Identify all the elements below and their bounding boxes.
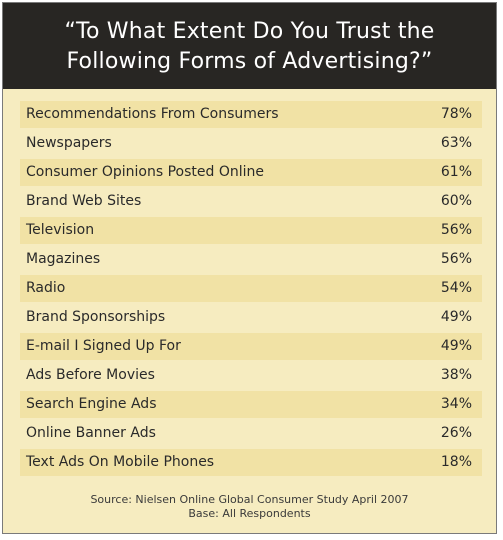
row-label: Brand Web Sites xyxy=(26,193,142,209)
row-value: 63% xyxy=(440,135,472,151)
title-line-1: “To What Extent Do You Trust the xyxy=(64,19,435,44)
row-value: 54% xyxy=(440,280,472,296)
table-row: Ads Before Movies 38% xyxy=(20,362,482,391)
table-row: Brand Sponsorships 49% xyxy=(20,304,482,333)
chart-panel: “To What Extent Do You Trust the Followi… xyxy=(2,2,497,534)
row-label: Search Engine Ads xyxy=(26,396,157,412)
table-row: Consumer Opinions Posted Online 61% xyxy=(20,159,482,188)
base-note: Base: All Respondents xyxy=(188,507,311,520)
row-value: 61% xyxy=(440,164,472,180)
footer: Source: Nielsen Online Global Consumer S… xyxy=(3,493,496,521)
row-value: 56% xyxy=(440,251,472,267)
table-row: E-mail I Signed Up For 49% xyxy=(20,333,482,362)
row-label: E-mail I Signed Up For xyxy=(26,338,181,354)
row-value: 38% xyxy=(440,367,472,383)
title-header: “To What Extent Do You Trust the Followi… xyxy=(3,3,496,89)
row-label: Magazines xyxy=(26,251,101,267)
row-value: 34% xyxy=(440,396,472,412)
row-value: 26% xyxy=(440,425,472,441)
table-row: Online Banner Ads 26% xyxy=(20,420,482,449)
title-line-2: Following Forms of Advertising?” xyxy=(66,49,433,74)
row-value: 78% xyxy=(440,106,472,122)
row-value: 60% xyxy=(440,193,472,209)
row-label: Text Ads On Mobile Phones xyxy=(26,454,215,470)
table-row: Magazines 56% xyxy=(20,246,482,275)
source-note: Source: Nielsen Online Global Consumer S… xyxy=(90,493,409,506)
row-label: Television xyxy=(26,222,95,238)
row-label: Radio xyxy=(26,280,66,296)
row-label: Newspapers xyxy=(26,135,112,151)
row-value: 49% xyxy=(440,309,472,325)
table-row: Radio 54% xyxy=(20,275,482,304)
table-row: Text Ads On Mobile Phones 18% xyxy=(20,449,482,478)
row-label: Brand Sponsorships xyxy=(26,309,166,325)
row-value: 56% xyxy=(440,222,472,238)
table-row: Brand Web Sites 60% xyxy=(20,188,482,217)
row-label: Ads Before Movies xyxy=(26,367,155,383)
row-label: Online Banner Ads xyxy=(26,425,156,441)
row-label: Recommendations From Consumers xyxy=(26,106,279,122)
table-row: Recommendations From Consumers 78% xyxy=(20,101,482,130)
row-value: 18% xyxy=(440,454,472,470)
table-row: Search Engine Ads 34% xyxy=(20,391,482,420)
row-label: Consumer Opinions Posted Online xyxy=(26,164,264,180)
table-row: Television 56% xyxy=(20,217,482,246)
trust-table: Recommendations From Consumers 78% Newspap… xyxy=(20,101,482,478)
row-value: 49% xyxy=(440,338,472,354)
table-row: Newspapers 63% xyxy=(20,130,482,159)
